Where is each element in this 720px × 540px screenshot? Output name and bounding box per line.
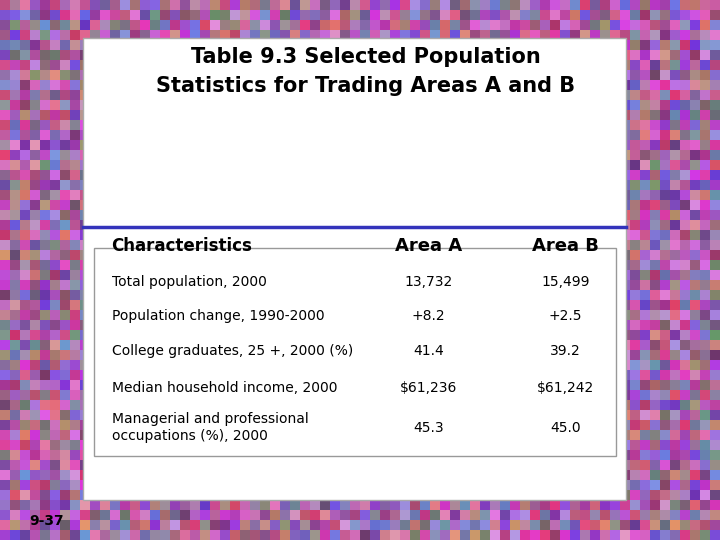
- FancyBboxPatch shape: [83, 38, 626, 500]
- Text: +8.2: +8.2: [412, 309, 445, 323]
- Text: Area A: Area A: [395, 237, 462, 255]
- Text: $61,242: $61,242: [536, 381, 594, 395]
- Text: Characteristics: Characteristics: [112, 237, 253, 255]
- Text: Total population, 2000: Total population, 2000: [112, 275, 266, 289]
- Text: 45.3: 45.3: [413, 421, 444, 435]
- Text: 41.4: 41.4: [413, 344, 444, 358]
- Text: College graduates, 25 +, 2000 (%): College graduates, 25 +, 2000 (%): [112, 344, 353, 358]
- Text: Managerial and professional
occupations (%), 2000: Managerial and professional occupations …: [112, 412, 308, 443]
- Text: 39.2: 39.2: [550, 344, 580, 358]
- FancyBboxPatch shape: [94, 248, 616, 456]
- Text: Area B: Area B: [532, 237, 598, 255]
- Text: 13,732: 13,732: [404, 275, 453, 289]
- Text: 45.0: 45.0: [550, 421, 580, 435]
- Text: Population change, 1990-2000: Population change, 1990-2000: [112, 309, 324, 323]
- Text: Table 9.3 Selected Population: Table 9.3 Selected Population: [191, 46, 540, 67]
- Text: $61,236: $61,236: [400, 381, 457, 395]
- Text: Median household income, 2000: Median household income, 2000: [112, 381, 337, 395]
- Text: Statistics for Trading Areas A and B: Statistics for Trading Areas A and B: [156, 76, 575, 97]
- Text: 15,499: 15,499: [541, 275, 590, 289]
- Text: 9-37: 9-37: [29, 514, 63, 528]
- Text: +2.5: +2.5: [549, 309, 582, 323]
